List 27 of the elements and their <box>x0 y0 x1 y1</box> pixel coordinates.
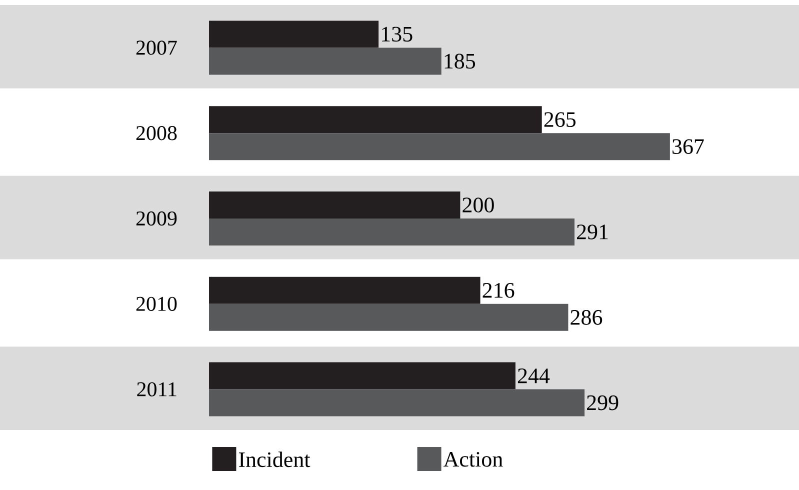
legend-label: Action <box>444 452 503 467</box>
legend-label: Incident <box>239 452 310 468</box>
bar <box>209 133 670 160</box>
y-tick-label: 2010 <box>136 296 177 311</box>
data-label: 200 <box>462 198 494 212</box>
y-tick-label: 2007 <box>136 40 177 55</box>
bar <box>209 276 480 304</box>
y-tick-label: 2011 <box>137 382 176 396</box>
data-label: 135 <box>382 26 412 42</box>
data-label: 265 <box>544 112 576 127</box>
data-label: 185 <box>444 54 476 69</box>
bar <box>209 48 442 75</box>
data-label: 291 <box>577 224 608 240</box>
bar <box>209 304 568 331</box>
bar <box>209 389 585 416</box>
bar <box>209 106 542 134</box>
data-label: 216 <box>482 283 514 298</box>
data-label: 299 <box>587 395 618 410</box>
y-tick-label: 2009 <box>136 211 177 226</box>
y-tick-label: 2008 <box>136 126 177 140</box>
bar <box>209 192 460 219</box>
data-label: 367 <box>672 139 704 154</box>
data-label: 244 <box>518 368 550 384</box>
bar <box>209 362 516 390</box>
bar <box>209 20 379 48</box>
data-label: 286 <box>570 310 602 325</box>
bar <box>209 218 574 246</box>
